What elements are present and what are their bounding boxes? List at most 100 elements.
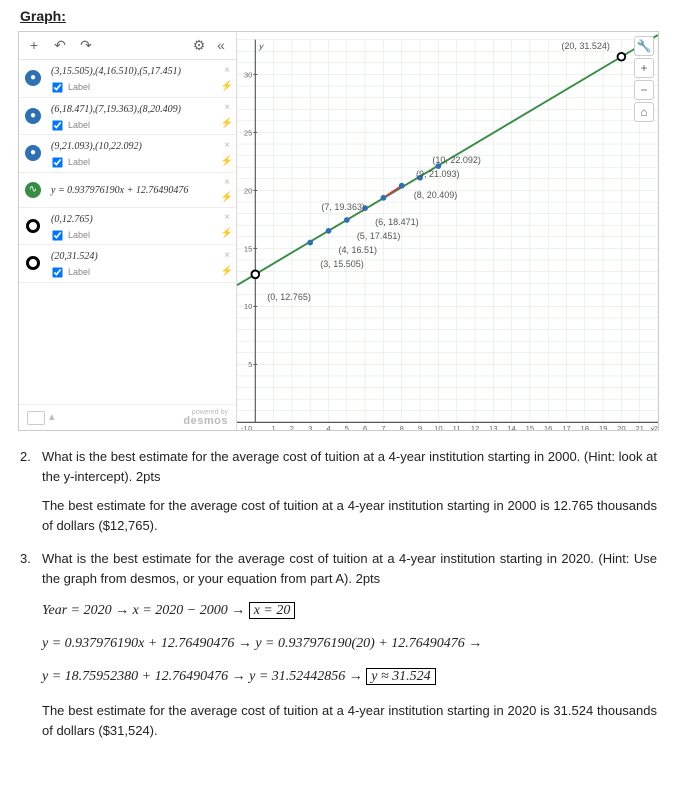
expression-badge[interactable] <box>19 208 47 245</box>
svg-text:18: 18 <box>581 424 590 430</box>
graph-controls: 🔧 + − ⌂ <box>634 36 654 122</box>
svg-text:21: 21 <box>635 424 644 430</box>
expression-tools: ×⚡ <box>218 208 236 245</box>
svg-text:6: 6 <box>363 424 367 430</box>
remove-expression-icon[interactable]: × <box>224 100 230 115</box>
zoom-out-button[interactable]: − <box>634 80 654 100</box>
expression-text[interactable]: (9,21.093),(10,22.092) <box>51 139 214 154</box>
expression-badge[interactable]: ∿ <box>19 173 47 207</box>
convert-slider-icon[interactable]: ⚡ <box>221 226 233 241</box>
expression-badge[interactable]: ● <box>19 60 47 97</box>
point-label: (5, 17.451) <box>357 230 401 244</box>
expression-body[interactable]: (9,21.093),(10,22.092) Label <box>47 135 218 172</box>
label-checkbox-row[interactable]: Label <box>51 119 214 133</box>
expression-body[interactable]: (3,15.505),(4,16.510),(5,17.451) Label <box>47 60 218 97</box>
panel-footer: ▴ powered by desmos <box>19 404 236 430</box>
svg-text:4: 4 <box>326 424 331 430</box>
label-checkbox-row[interactable]: Label <box>51 156 214 170</box>
up-caret-icon[interactable]: ▴ <box>49 409 55 426</box>
expression-text[interactable]: y = 0.937976190x + 12.76490476 <box>51 183 214 198</box>
label-checkbox[interactable] <box>52 230 62 240</box>
point-label: (8, 20.409) <box>414 189 458 203</box>
label-checkbox[interactable] <box>52 120 62 130</box>
convert-slider-icon[interactable]: ⚡ <box>221 264 233 279</box>
expression-row[interactable]: ● (9,21.093),(10,22.092) Label ×⚡ <box>19 135 236 173</box>
expression-badge[interactable]: ● <box>19 98 47 135</box>
expression-text[interactable]: (0,12.765) <box>51 212 214 227</box>
label-checkbox[interactable] <box>52 158 62 168</box>
remove-expression-icon[interactable]: × <box>224 175 230 190</box>
label-checkbox-row[interactable]: Label <box>51 266 214 280</box>
q2-text: What is the best estimate for the averag… <box>42 447 657 486</box>
remove-expression-icon[interactable]: × <box>224 138 230 153</box>
svg-text:20: 20 <box>244 186 253 195</box>
expression-tools: ×⚡ <box>218 98 236 135</box>
remove-expression-icon[interactable]: × <box>224 248 230 263</box>
point-open-icon <box>26 219 40 233</box>
expression-row[interactable]: ● (3,15.505),(4,16.510),(5,17.451) Label ×⚡ <box>19 60 236 98</box>
add-expression-button[interactable]: + <box>25 37 43 55</box>
svg-text:9: 9 <box>418 424 422 430</box>
point-fill-icon: ● <box>25 145 41 161</box>
section-title: Graph: <box>0 0 677 31</box>
expression-badge[interactable] <box>19 245 47 282</box>
expression-body[interactable]: (6,18.471),(7,19.363),(8,20.409) Label <box>47 98 218 135</box>
undo-button[interactable]: ↶ <box>51 37 69 55</box>
remove-expression-icon[interactable]: × <box>224 210 230 225</box>
expression-tools: ×⚡ <box>218 245 236 282</box>
zoom-in-button[interactable]: + <box>634 58 654 78</box>
expression-row[interactable]: (20,31.524) Label ×⚡ <box>19 245 236 283</box>
expression-body[interactable]: (20,31.524) Label <box>47 245 218 282</box>
svg-text:15: 15 <box>244 244 253 253</box>
point-label: (6, 18.471) <box>375 216 419 230</box>
svg-text:16: 16 <box>544 424 553 430</box>
remove-expression-icon[interactable]: × <box>224 63 230 78</box>
graph-viewport[interactable]: xy12345678910111213141516171819202122510… <box>237 32 658 430</box>
point-label: (3, 15.505) <box>320 258 364 272</box>
eq-substitute-line: y = 0.937976190x + 12.76490476 → y = 0.9… <box>42 633 657 654</box>
svg-text:10: 10 <box>244 302 253 311</box>
label-checkbox-row[interactable]: Label <box>51 81 214 95</box>
expression-text[interactable]: (6,18.471),(7,19.363),(8,20.409) <box>51 102 214 117</box>
redo-button[interactable]: ↷ <box>77 37 95 55</box>
point-fill-icon: ● <box>25 108 41 124</box>
svg-text:-1: -1 <box>241 424 248 430</box>
expression-row[interactable]: (0,12.765) Label ×⚡ <box>19 208 236 246</box>
svg-text:3: 3 <box>308 424 312 430</box>
point-label: (20, 31.524) <box>561 40 610 54</box>
graph-canvas: xy12345678910111213141516171819202122510… <box>237 32 658 430</box>
expression-tools: ×⚡ <box>218 60 236 97</box>
expression-badge[interactable]: ● <box>19 135 47 172</box>
convert-slider-icon[interactable]: ⚡ <box>221 116 233 131</box>
svg-text:5: 5 <box>248 360 252 369</box>
question-3: 3. What is the best estimate for the ave… <box>20 549 657 588</box>
convert-slider-icon[interactable]: ⚡ <box>221 154 233 169</box>
svg-text:30: 30 <box>244 70 253 79</box>
expression-tools: ×⚡ <box>218 135 236 172</box>
expression-body[interactable]: y = 0.937976190x + 12.76490476 <box>47 173 218 207</box>
expression-row[interactable]: ∿ y = 0.937976190x + 12.76490476 ×⚡ <box>19 173 236 208</box>
point-label: (9, 21.093) <box>416 168 460 182</box>
collapse-panel-icon[interactable]: « <box>212 37 230 55</box>
document-body: 2. What is the best estimate for the ave… <box>0 439 677 752</box>
keyboard-toggle-icon[interactable] <box>27 411 45 425</box>
label-checkbox-row[interactable]: Label <box>51 229 214 243</box>
graph-settings-button[interactable]: 🔧 <box>634 36 654 56</box>
label-checkbox[interactable] <box>52 83 62 93</box>
svg-text:22: 22 <box>654 424 658 430</box>
settings-gear-icon[interactable]: ⚙ <box>190 37 208 55</box>
label-word: Label <box>68 229 90 243</box>
expression-text[interactable]: (3,15.505),(4,16.510),(5,17.451) <box>51 64 214 79</box>
svg-text:12: 12 <box>471 424 479 430</box>
convert-slider-icon[interactable]: ⚡ <box>221 190 233 205</box>
expression-row[interactable]: ● (6,18.471),(7,19.363),(8,20.409) Label ×⚡ <box>19 98 236 136</box>
svg-text:10: 10 <box>434 424 443 430</box>
label-word: Label <box>68 81 90 95</box>
expression-body[interactable]: (0,12.765) Label <box>47 208 218 245</box>
expression-text[interactable]: (20,31.524) <box>51 249 214 264</box>
home-button[interactable]: ⌂ <box>634 102 654 122</box>
label-checkbox[interactable] <box>52 268 62 278</box>
convert-slider-icon[interactable]: ⚡ <box>221 79 233 94</box>
q3-number: 3. <box>20 549 36 588</box>
panel-toolbar: + ↶ ↷ ⚙ « <box>19 32 236 60</box>
